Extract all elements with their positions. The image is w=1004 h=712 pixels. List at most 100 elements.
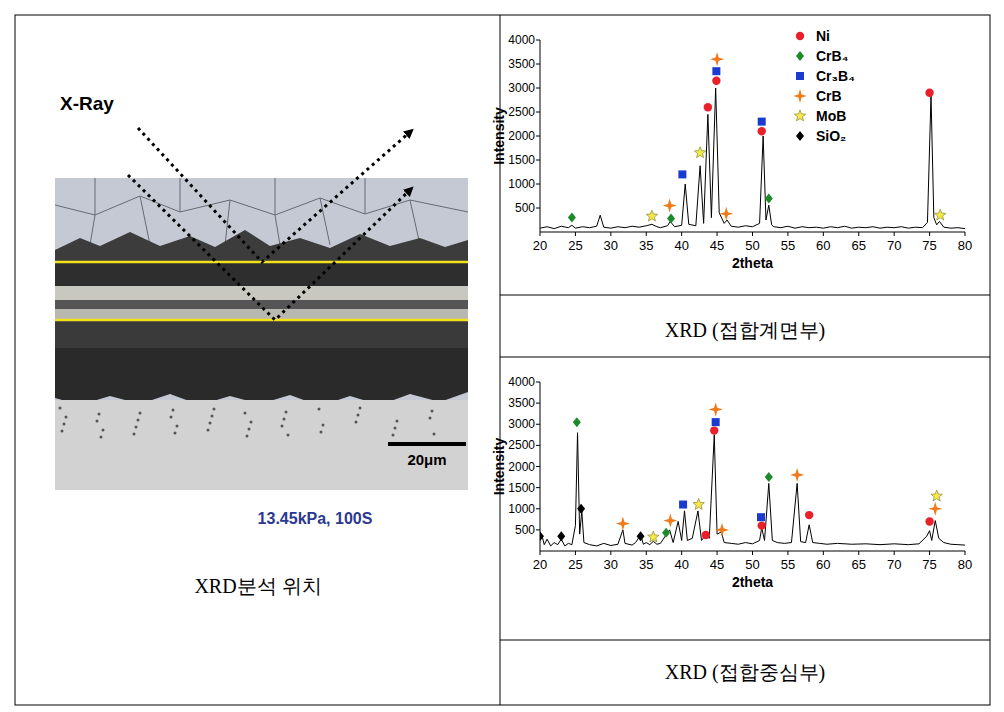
x-tick-label: 80 (958, 557, 972, 572)
figure: X-Ray20μm13.45kPa, 100SXRD분석 위치500100015… (0, 0, 1004, 712)
y-tick (536, 208, 540, 209)
phase-marker (577, 504, 585, 514)
y-tick (536, 487, 540, 488)
x-tick (646, 232, 647, 236)
y-tick (536, 136, 540, 137)
precipitate (61, 430, 64, 433)
x-tick (610, 551, 611, 555)
grain-boundary (55, 196, 468, 215)
y-tick (536, 88, 540, 89)
y-tick (536, 403, 540, 404)
base-metal (55, 400, 468, 490)
layer (55, 262, 468, 286)
x-tick-label: 70 (887, 238, 901, 253)
x-tick-label: 30 (604, 557, 618, 572)
y-tick (536, 445, 540, 446)
matrix-top (55, 178, 468, 490)
y-tick-label: 4000 (508, 33, 535, 47)
x-tick (858, 551, 859, 555)
x-tick (646, 551, 647, 555)
y-tick-label: 2000 (508, 129, 535, 143)
phase-marker (710, 426, 718, 434)
chart-caption: XRD (접합중심부) (665, 661, 826, 684)
precipitate (320, 431, 323, 434)
grain-boundary (90, 215, 95, 245)
legend-marker (796, 51, 804, 61)
precipitate (207, 429, 210, 432)
x-tick-label: 35 (639, 238, 653, 253)
phase-marker (928, 502, 942, 516)
y-tick-label: 4000 (508, 375, 535, 389)
precipitate (96, 420, 99, 423)
precipitate (392, 434, 395, 437)
x-axis-label: 2theta (732, 255, 773, 271)
x-tick (575, 551, 576, 555)
x-tick (681, 232, 682, 236)
x-tick-label: 45 (710, 557, 724, 572)
plot-area (540, 402, 965, 545)
phase-marker (765, 193, 773, 203)
x-tick-label: 35 (639, 557, 653, 572)
precipitate (174, 432, 177, 435)
phase-marker (712, 67, 720, 75)
legend-marker (796, 32, 804, 40)
scale-bar-label: 20μm (407, 451, 446, 468)
x-tick-label: 20 (533, 557, 547, 572)
grain-boundary (180, 178, 181, 212)
phase-marker (925, 517, 933, 525)
reaction-zone (55, 348, 468, 406)
x-tick-label: 40 (674, 557, 688, 572)
phase-marker (648, 531, 659, 542)
x-tick-label: 75 (922, 557, 936, 572)
x-tick-label: 30 (604, 238, 618, 253)
x-tick-label: 65 (852, 238, 866, 253)
phase-marker (667, 214, 675, 224)
precipitate (285, 411, 288, 414)
precipitate (213, 408, 216, 411)
x-tick (752, 232, 753, 236)
precipitate (176, 425, 179, 428)
grain-boundary (365, 178, 366, 214)
x-tick (717, 551, 718, 555)
precipitate (287, 434, 290, 437)
grain-boundary (410, 200, 420, 245)
phase-marker (805, 511, 813, 519)
x-tick (823, 551, 824, 555)
precipitate (250, 421, 253, 424)
phase-marker (573, 417, 581, 427)
analysis-boundary (55, 319, 468, 322)
phase-marker (710, 52, 724, 66)
scale-bar (388, 442, 466, 446)
x-tick (681, 551, 682, 555)
chart: 5001000150020002500300035004000202530354… (491, 28, 972, 342)
y-tick (536, 466, 540, 467)
x-tick (610, 232, 611, 236)
grain-boundary (275, 215, 280, 245)
x-ray-path (128, 175, 410, 320)
x-tick (858, 232, 859, 236)
y-tick-label: 500 (515, 523, 535, 537)
x-tick (540, 232, 541, 236)
x-tick (787, 232, 788, 236)
phase-marker (935, 209, 946, 220)
phase-marker (568, 213, 576, 223)
x-tick (752, 551, 753, 555)
y-tick (536, 382, 540, 383)
legend-label: Ni (816, 28, 830, 44)
x-tick-label: 60 (816, 238, 830, 253)
phase-marker (694, 147, 705, 158)
y-tick (536, 508, 540, 509)
x-tick-label: 25 (568, 557, 582, 572)
y-tick (536, 424, 540, 425)
legend-label: CrB₄ (816, 48, 848, 64)
precipitate (359, 407, 362, 410)
legend-label: Cr₃B₄ (816, 68, 855, 84)
precipitate (209, 422, 212, 425)
layer (55, 300, 468, 309)
y-tick-label: 3000 (508, 81, 535, 95)
phase-marker (758, 127, 766, 135)
phase-marker (765, 472, 773, 482)
micrograph (55, 178, 468, 490)
precipitate (281, 425, 284, 428)
x-tick (717, 232, 718, 236)
